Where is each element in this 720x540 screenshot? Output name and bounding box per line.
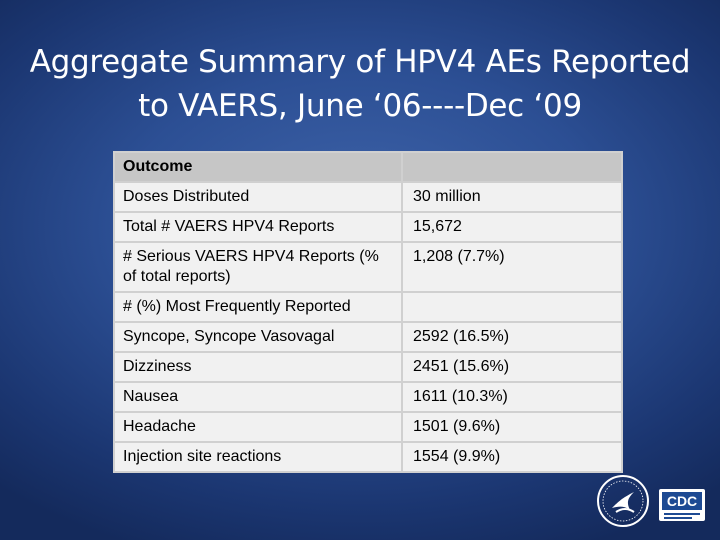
slide-title: Aggregate Summary of HPV4 AEs Reported t… bbox=[10, 40, 710, 128]
row-outcome: Injection site reactions bbox=[113, 441, 403, 473]
table-row: Total # VAERS HPV4 Reports 15,672 bbox=[113, 211, 623, 243]
table-row: Doses Distributed 30 million bbox=[113, 181, 623, 213]
table-row: # Serious VAERS HPV4 Reports (% of total… bbox=[113, 241, 623, 293]
row-outcome: # (%) Most Frequently Reported bbox=[113, 291, 403, 323]
header-outcome: Outcome bbox=[113, 151, 403, 183]
row-value: 1501 (9.6%) bbox=[401, 411, 623, 443]
row-value: 1611 (10.3%) bbox=[401, 381, 623, 413]
row-outcome: Total # VAERS HPV4 Reports bbox=[113, 211, 403, 243]
cdc-logo-text: CDC bbox=[667, 493, 697, 509]
table-row: Syncope, Syncope Vasovagal 2592 (16.5%) bbox=[113, 321, 623, 353]
table-row: Dizziness 2451 (15.6%) bbox=[113, 351, 623, 383]
table-row: Headache 1501 (9.6%) bbox=[113, 411, 623, 443]
header-value bbox=[401, 151, 623, 183]
slide-title-line-1: Aggregate Summary of HPV4 AEs Reported bbox=[29, 44, 691, 80]
row-outcome: Dizziness bbox=[113, 351, 403, 383]
table-row: # (%) Most Frequently Reported bbox=[113, 291, 623, 323]
row-outcome: Headache bbox=[113, 411, 403, 443]
row-outcome: Nausea bbox=[113, 381, 403, 413]
row-value: 2451 (15.6%) bbox=[401, 351, 623, 383]
row-value: 1554 (9.9%) bbox=[401, 441, 623, 473]
row-outcome: # Serious VAERS HPV4 Reports (% of total… bbox=[113, 241, 403, 293]
row-outcome: Doses Distributed bbox=[113, 181, 403, 213]
row-value: 30 million bbox=[401, 181, 623, 213]
row-value: 2592 (16.5%) bbox=[401, 321, 623, 353]
table-row: Nausea 1611 (10.3%) bbox=[113, 381, 623, 413]
summary-table: Outcome Doses Distributed 30 million Tot… bbox=[113, 151, 623, 473]
row-value: 15,672 bbox=[401, 211, 623, 243]
row-outcome: Syncope, Syncope Vasovagal bbox=[113, 321, 403, 353]
cdc-logo: CDC bbox=[659, 489, 705, 521]
hhs-seal-icon bbox=[597, 475, 649, 527]
table-row: Injection site reactions 1554 (9.9%) bbox=[113, 441, 623, 473]
row-value: 1,208 (7.7%) bbox=[401, 241, 623, 293]
table-header-row: Outcome bbox=[113, 151, 623, 183]
row-value bbox=[401, 291, 623, 323]
slide-title-line-2: to VAERS, June ‘06----Dec ‘09 bbox=[138, 88, 582, 124]
